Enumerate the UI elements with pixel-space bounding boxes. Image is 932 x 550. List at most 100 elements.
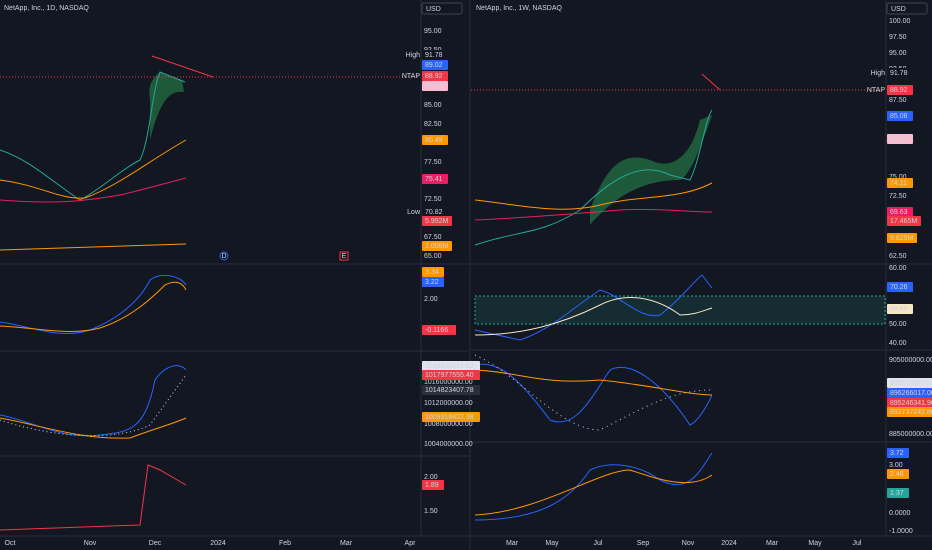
price-scale-label: 85.00: [424, 102, 442, 109]
currency: USD: [426, 6, 441, 13]
price-scale-label: 65.00: [424, 253, 442, 260]
price-badge-text: 1.89: [425, 482, 439, 489]
price-badge: [887, 111, 913, 121]
price-scale-label: 1016000000.00: [424, 379, 473, 386]
event-marker-label: D: [221, 253, 226, 260]
x-axis-label: 2024: [721, 540, 737, 547]
price-scale-label: 97.50: [889, 34, 907, 41]
price-badge-text: 892737242.86: [890, 409, 932, 416]
price-scale-label: 1012000000.00: [424, 400, 473, 407]
price-badge-text: 74.11: [890, 180, 907, 187]
price-badge-text: 896614977.23: [890, 380, 932, 387]
price-badge-text: 1.37: [890, 490, 904, 497]
price-badge: [422, 135, 448, 145]
price-badge: [422, 480, 444, 490]
price-badge: [422, 60, 448, 70]
x-axis-label: Jul: [594, 540, 603, 547]
price-badge-text: 70.82: [425, 209, 443, 216]
price-badge: [422, 385, 480, 395]
price-badge: [887, 68, 913, 78]
price-scale-label: 2.00: [424, 474, 438, 481]
price-badge: [422, 241, 452, 251]
price-badge-label: NTAP: [867, 87, 885, 94]
price-badge-text: 896266017.00: [890, 390, 932, 397]
price-badge-text: 87.80: [425, 83, 443, 90]
price-badge: [887, 216, 921, 226]
price-badge: [887, 469, 909, 479]
price-badge: [422, 71, 448, 81]
price-badge: [422, 174, 448, 184]
price-badge-text: 2.006M: [425, 243, 449, 250]
x-axis-label: Nov: [84, 540, 97, 547]
price-badge: [887, 233, 917, 243]
chart-title: NetApp, Inc., 1W, NASDAQ: [476, 5, 563, 12]
price-scale-label: 75.00: [889, 174, 907, 181]
price-badge-text: 75.41: [425, 176, 443, 183]
currency-box: [421, 2, 463, 15]
x-axis-label: Jul: [853, 540, 862, 547]
price-badge-text: 85.08: [890, 113, 908, 120]
x-axis-label: Apr: [405, 540, 417, 547]
event-marker: [339, 251, 349, 261]
price-badge-text: 3.34: [425, 269, 439, 276]
price-scale-label: 100.00: [889, 18, 911, 25]
price-scale-label: 2.00: [424, 296, 438, 303]
price-badge-text: 91.78: [425, 52, 443, 59]
x-axis-label: 2024: [210, 540, 226, 547]
price-badge-text: -0.1166: [425, 327, 448, 334]
price-scale-label: 50.00: [889, 321, 907, 328]
chart-title: NetApp, Inc., 1D, NASDAQ: [4, 5, 89, 12]
price-badge: [422, 412, 480, 422]
price-badge-text: 1009318422.38: [425, 414, 474, 421]
price-scale-label: 95.00: [424, 28, 442, 35]
price-scale-label: 67.50: [424, 234, 442, 241]
price-scale-label: 72.50: [424, 196, 442, 203]
price-scale-label: 82.50: [424, 121, 442, 128]
price-scale-label: 0.0000: [889, 510, 911, 517]
price-badge-label: NTAP: [402, 73, 420, 80]
price-badge: [422, 325, 456, 335]
price-badge-text: 58.89: [890, 306, 908, 313]
left-drawings: [0, 55, 420, 531]
x-axis-label: Nov: [682, 540, 695, 547]
price-badge: [887, 448, 909, 458]
price-scale-label: 95.00: [889, 50, 907, 57]
x-axis-label: May: [545, 540, 559, 547]
price-badge: [887, 407, 932, 417]
x-axis-label: Mar: [506, 540, 519, 547]
price-badge-text: 89.02: [425, 62, 443, 69]
price-scale-label: 1004000000.00: [424, 441, 473, 448]
right-drawings: [471, 73, 886, 521]
price-badge-label: Low: [407, 209, 421, 216]
event-marker: [219, 251, 229, 261]
x-axis-label: Mar: [766, 540, 779, 547]
price-badge-text: 81.14: [890, 136, 908, 143]
price-badge-text: 80.49: [425, 137, 443, 144]
price-badge-text: 91.78: [890, 70, 908, 77]
price-scale-label: 905000000.00: [889, 357, 932, 364]
price-badge: [887, 85, 913, 95]
price-scale-label: 62.50: [889, 253, 907, 260]
x-axis-label: May: [808, 540, 822, 547]
price-scale-label: 72.50: [889, 193, 907, 200]
price-badge: [422, 207, 448, 217]
price-badge-label: High: [406, 52, 421, 59]
x-axis-label: Sep: [637, 540, 650, 547]
price-badge-text: 1017977555.40: [425, 372, 474, 379]
currency: USD: [891, 6, 906, 13]
price-scale-label: 3.00: [889, 462, 903, 469]
price-badge-text: 895246341.90: [890, 400, 932, 407]
x-axis-label: Feb: [279, 540, 291, 547]
price-badge: [887, 178, 913, 188]
price-badge: [887, 282, 913, 292]
price-scale-label: 1008000000.00: [424, 421, 473, 428]
price-badge-text: 70.26: [890, 284, 908, 291]
price-badge-label: High: [871, 70, 886, 77]
x-axis-label: Oct: [5, 540, 16, 547]
price-badge: [887, 378, 932, 388]
price-badge: [887, 304, 913, 314]
price-badge: [422, 50, 448, 60]
price-badge: [887, 398, 932, 408]
